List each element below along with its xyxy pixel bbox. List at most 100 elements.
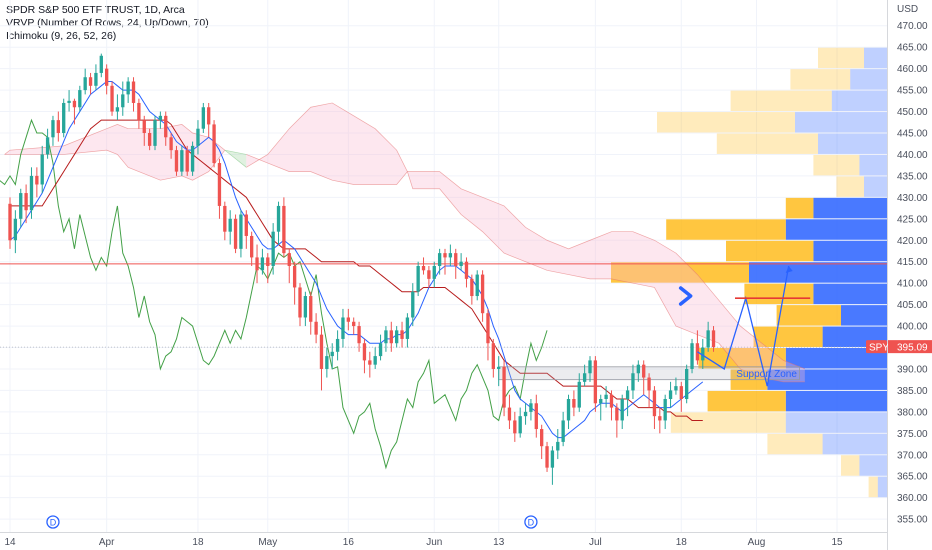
time-axis[interactable]: 14 Apr 18 May 16 Jun 13 Jul 18 Aug 15 [0,532,887,549]
candle-up [341,317,345,339]
volume-profile-down-bar [707,390,786,412]
candle-down [534,403,538,430]
price-tick-label: 460.00 [897,64,928,75]
candle-down [368,360,372,365]
volume-profile-down-bar [744,283,814,305]
candle-down [217,163,222,206]
user-drawings[interactable] [678,265,811,387]
candle-up [51,120,55,138]
candle-down [593,360,598,404]
candle-down [647,377,651,391]
cloud-bear-area [246,102,805,382]
dividend-marker-label: D [528,518,535,528]
price-axis[interactable]: USD 355.00 360.00 365.00 370.00 375.00 380.00… [866,0,932,550]
candle-up [45,137,50,155]
candle-up [271,231,275,266]
candle-up [437,253,442,266]
candle-up [115,107,120,112]
arrow-marker-icon [678,286,693,306]
candle-up [378,343,383,357]
current-price-tag [888,340,932,354]
candle-up [668,390,673,399]
price-tick-label: 465.00 [897,43,928,54]
volume-profile-up-bar [785,219,887,240]
candle-down [250,235,254,258]
candle-down [24,193,28,211]
ichimoku-indicator-label[interactable]: Ichimoku (9, 26, 52, 26) [6,30,117,42]
volume-profile-up-bar [864,176,887,197]
candle-up [99,55,103,73]
candle-up [529,403,533,412]
candle-down [400,330,404,339]
time-tick-label: Jul [589,537,602,548]
volume-profile-up-bar [785,390,887,412]
candle-up [405,317,410,339]
time-tick-label: 15 [831,537,843,548]
candle-up [196,128,200,146]
volume-profile-up-bar [813,197,887,219]
candle-down [362,343,367,361]
candle-down [233,218,238,249]
candle-down [287,253,291,266]
candle-up [599,399,603,404]
volume-profile-up-bar [877,476,887,498]
dividend-marker-icon [524,515,538,529]
volume-profile-up-bar [785,412,887,433]
volume-profile-down-bar [836,176,864,197]
candle-down [56,120,60,133]
candle-up [239,214,243,249]
price-tick-label: 415.00 [897,257,928,268]
candle-up [475,274,479,297]
price-tick-label: 450.00 [897,107,928,118]
senkou-span-b [4,149,226,181]
candle-up [550,450,555,468]
candle-up [701,347,705,361]
price-tick-label: 380.00 [897,407,928,418]
candle-up [685,368,689,399]
candle-down [169,137,173,151]
candle-down [545,446,549,468]
chikou-span-line [0,118,548,470]
price-tick-label: 430.00 [897,193,928,204]
candle-down [314,321,318,335]
candle-up [373,356,377,365]
candle-up [395,330,399,344]
candle-down [309,296,313,322]
candle-down [137,102,141,121]
volume-profile-down-bar [670,412,786,433]
symbol-title[interactable]: SPDR S&P 500 ETF TRUST, 1D, Arca [6,4,185,16]
candle-down [88,77,93,86]
volume-profile-down-bar [868,476,878,498]
current-price-symbol: SPY [869,343,889,354]
price-tick-label: 390.00 [897,364,928,375]
candle-up [663,399,667,421]
time-tick-label: 16 [343,537,355,548]
volume-profile-down-bar [726,240,814,262]
candle-down [147,133,152,146]
volume-profile-up-bar [841,305,887,326]
candle-down [185,150,189,172]
senkou-span-a [224,149,247,168]
volume-profile-down-bar [730,90,832,112]
candlesticks [8,53,716,485]
price-tick-label: 440.00 [897,150,928,161]
candle-up [674,386,678,391]
candle-down [502,366,506,408]
candle-down [389,330,393,344]
candle-up [588,360,592,374]
candle-down [266,257,270,266]
grid [0,0,887,532]
volume-profile-up-bar [859,154,887,176]
candle-up [126,81,130,95]
tenkan-sen-line [9,81,704,439]
candle-down [282,205,286,254]
candle-up [523,411,528,417]
candle-up [459,261,463,266]
candle-down [292,266,297,288]
candle-up [158,115,163,121]
time-tick-label: Jun [426,537,442,548]
current-price-value: 395.09 [897,343,928,354]
volume-profile-up-bar [850,69,887,90]
candle-up [335,338,340,352]
